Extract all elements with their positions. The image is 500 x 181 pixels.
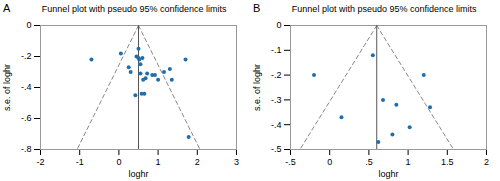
html-text:Funnel plot with pseudo 95% co: Funnel plot with pseudo 95% confidence l… (291, 4, 477, 14)
svg-text:3: 3 (234, 157, 239, 167)
svg-text:0: 0 (276, 20, 281, 30)
svg-text:1.5: 1.5 (441, 157, 454, 167)
svg-text:-.6: -.6 (21, 113, 32, 123)
html-text:B: B (253, 2, 261, 14)
svg-text:-.5: -.5 (285, 157, 296, 167)
svg-text:0: 0 (26, 20, 31, 30)
svg-text:1: 1 (156, 157, 161, 167)
svg-text:s.e. of loghr: s.e. of loghr (2, 64, 12, 111)
svg-text:-2: -2 (36, 157, 44, 167)
svg-text:-.4: -.4 (21, 82, 32, 92)
svg-text:-.3: -.3 (271, 95, 282, 105)
svg-text:s.e. of loghr: s.e. of loghr (252, 64, 262, 111)
svg-text:2: 2 (484, 157, 489, 167)
svg-text:-.2: -.2 (21, 51, 32, 61)
svg-text:0: 0 (327, 157, 332, 167)
svg-text:-.1: -.1 (271, 45, 282, 55)
svg-text:1: 1 (406, 157, 411, 167)
svg-text:loghr: loghr (378, 169, 398, 179)
svg-text:.5: .5 (365, 157, 373, 167)
svg-text:-.4: -.4 (271, 120, 282, 130)
svg-text:loghr: loghr (128, 169, 148, 179)
svg-text:-.2: -.2 (271, 70, 282, 80)
svg-text:-.5: -.5 (271, 144, 282, 154)
svg-text:-1: -1 (76, 157, 84, 167)
html-text:Funnel plot with pseudo 95% co: Funnel plot with pseudo 95% confidence l… (41, 4, 227, 14)
svg-text:2: 2 (195, 157, 200, 167)
svg-text:-.8: -.8 (21, 144, 32, 154)
svg-text:0: 0 (116, 157, 121, 167)
html-text:A: A (3, 2, 11, 14)
